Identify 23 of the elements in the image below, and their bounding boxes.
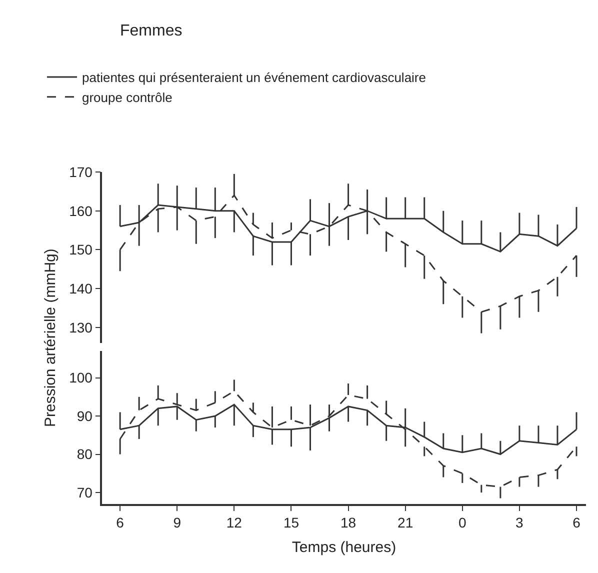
x-tick-label: 0: [458, 514, 466, 531]
legend-label: patientes qui présenteraient un événement cardiovasculaire: [82, 70, 426, 86]
y-tick-label: 140: [69, 280, 93, 296]
y-axis-title: Pression artérielle (mmHg): [42, 248, 59, 427]
y-tick-label: 90: [76, 408, 93, 424]
x-tick-label: 9: [173, 514, 182, 531]
x-tick-label: 6: [116, 514, 124, 531]
y-tick-label: 80: [76, 446, 93, 462]
y-tick-label: 130: [69, 319, 93, 336]
y-tick-label: 160: [69, 202, 93, 219]
legend-label: groupe contrôle: [82, 90, 172, 105]
y-tick-label: 100: [69, 370, 93, 386]
x-tick-label: 21: [398, 514, 414, 531]
x-tick-label: 18: [340, 514, 356, 531]
y-tick-label: 170: [69, 164, 93, 180]
y-tick-label: 150: [69, 242, 93, 258]
x-tick-label: 12: [226, 514, 242, 531]
y-tick-label: 70: [76, 484, 93, 500]
x-axis-title: Temps (heures): [292, 539, 396, 556]
x-tick-label: 6: [572, 514, 581, 531]
x-tick-label: 15: [283, 514, 300, 531]
chart-title: Femmes: [120, 22, 182, 40]
x-tick-label: 3: [516, 514, 524, 531]
